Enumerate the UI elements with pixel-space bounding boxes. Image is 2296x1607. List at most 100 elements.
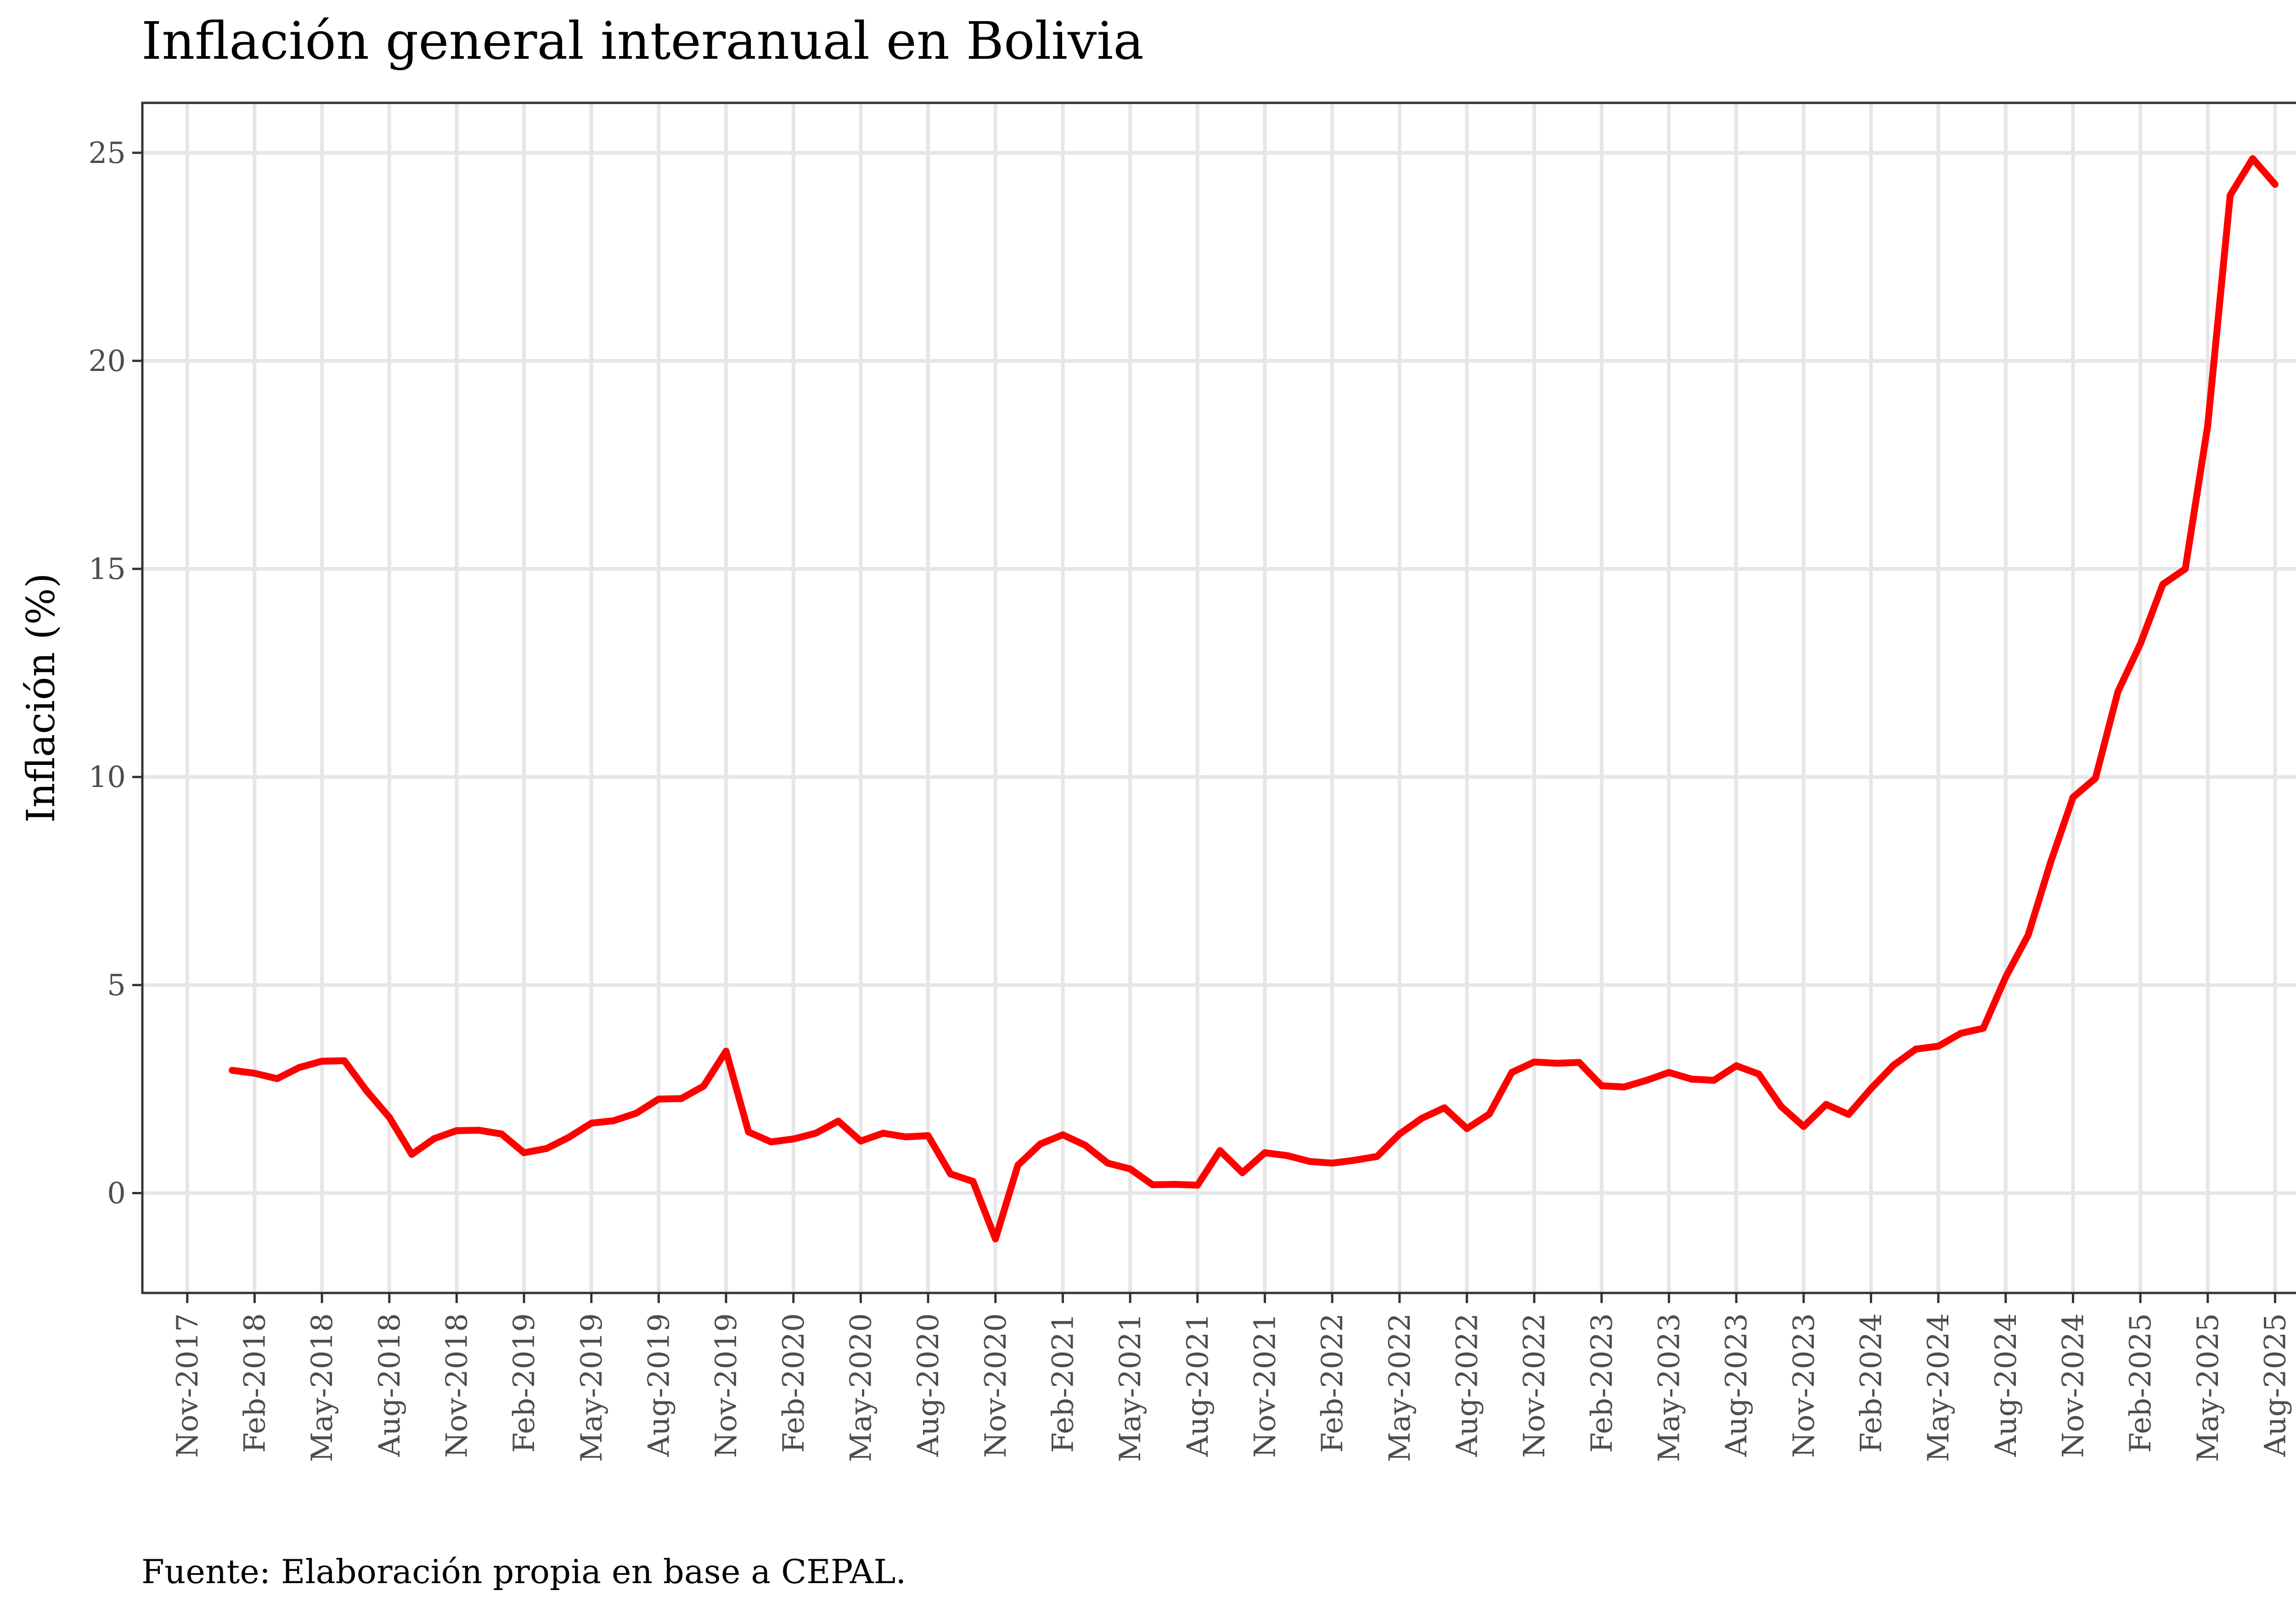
x-tick-label: Aug-2023 bbox=[1720, 1313, 1754, 1457]
data-point bbox=[1328, 1159, 1336, 1167]
data-point bbox=[1643, 1077, 1650, 1084]
data-point bbox=[363, 1087, 371, 1095]
data-point bbox=[229, 1067, 236, 1074]
data-point bbox=[498, 1130, 505, 1138]
data-point bbox=[520, 1149, 528, 1157]
x-tick-label: May-2018 bbox=[305, 1313, 339, 1462]
data-point bbox=[273, 1075, 281, 1082]
x-tick-label: Feb-2019 bbox=[507, 1313, 541, 1453]
data-point bbox=[1486, 1110, 1493, 1118]
data-point bbox=[1710, 1077, 1717, 1084]
x-tick-label: Aug-2024 bbox=[1989, 1313, 2023, 1457]
data-point bbox=[924, 1132, 932, 1139]
data-point bbox=[2002, 973, 2009, 981]
y-axis: 0 5 10 15 20 25 bbox=[89, 136, 142, 1210]
data-point bbox=[1261, 1149, 1268, 1157]
x-tick-label: May-2025 bbox=[2191, 1313, 2225, 1462]
data-point bbox=[386, 1114, 393, 1121]
x-tick-label: Feb-2020 bbox=[777, 1313, 811, 1453]
data-point bbox=[655, 1096, 662, 1103]
source-caption: Fuente: Elaboración propia en base a CEP… bbox=[141, 1552, 906, 1591]
x-tick-label: Feb-2021 bbox=[1046, 1313, 1080, 1453]
data-point bbox=[2271, 181, 2279, 188]
data-point bbox=[1126, 1165, 1134, 1173]
data-point bbox=[431, 1135, 438, 1142]
data-point bbox=[1418, 1114, 1426, 1122]
data-point bbox=[1688, 1075, 1695, 1083]
data-point bbox=[1867, 1085, 1874, 1092]
data-point bbox=[475, 1127, 483, 1134]
data-point bbox=[879, 1129, 887, 1137]
data-point bbox=[543, 1145, 550, 1152]
y-tick-label: 5 bbox=[107, 968, 126, 1002]
x-tick-label: Aug-2022 bbox=[1450, 1313, 1484, 1457]
data-point bbox=[2025, 932, 2032, 939]
x-tick-label: May-2022 bbox=[1383, 1313, 1417, 1462]
data-point bbox=[453, 1127, 460, 1135]
data-point bbox=[2069, 794, 2077, 801]
data-point bbox=[1755, 1070, 1762, 1078]
data-point bbox=[610, 1117, 618, 1124]
data-point bbox=[1800, 1123, 1807, 1130]
y-tick-label: 25 bbox=[89, 136, 126, 170]
chart-title: Inflación general interanual en Bolivia bbox=[141, 11, 1144, 71]
data-point bbox=[1980, 1025, 1987, 1032]
y-tick-label: 15 bbox=[89, 552, 126, 586]
data-point bbox=[1733, 1062, 1740, 1069]
x-tick-label: Aug-2019 bbox=[642, 1313, 676, 1457]
x-tick-label: May-2020 bbox=[844, 1313, 878, 1462]
data-point bbox=[1014, 1162, 1022, 1169]
data-point bbox=[1239, 1169, 1246, 1176]
data-point bbox=[1845, 1111, 1852, 1118]
data-point bbox=[588, 1119, 595, 1127]
data-point bbox=[296, 1064, 303, 1071]
data-point bbox=[2047, 859, 2054, 866]
inflation-series-line bbox=[231, 155, 2278, 1242]
data-point bbox=[745, 1128, 752, 1135]
data-point bbox=[318, 1057, 326, 1065]
x-tick-label: Nov-2017 bbox=[171, 1313, 205, 1458]
data-point bbox=[1171, 1180, 1179, 1188]
data-point bbox=[1306, 1158, 1313, 1165]
data-point bbox=[1059, 1131, 1066, 1139]
data-point bbox=[1778, 1103, 1785, 1110]
x-tick-label: Feb-2023 bbox=[1585, 1313, 1619, 1453]
data-point bbox=[1441, 1104, 1448, 1112]
data-point bbox=[1463, 1125, 1470, 1132]
data-point bbox=[767, 1138, 775, 1146]
data-point bbox=[992, 1235, 999, 1242]
x-tick-label: Feb-2025 bbox=[2124, 1313, 2158, 1453]
data-point bbox=[947, 1170, 954, 1178]
x-axis: Nov-2017 Feb-2018 May-2018 Aug-2018 Nov-2018… bbox=[171, 1293, 2292, 1462]
data-point bbox=[857, 1137, 864, 1145]
data-point bbox=[2227, 191, 2234, 199]
x-tick-label: Nov-2020 bbox=[979, 1313, 1013, 1458]
x-tick-label: Nov-2023 bbox=[1787, 1313, 1821, 1458]
data-point bbox=[1396, 1130, 1403, 1138]
x-tick-label: Aug-2020 bbox=[912, 1313, 945, 1457]
data-point bbox=[1957, 1029, 1964, 1037]
series-layer bbox=[229, 155, 2279, 1242]
y-tick-label: 10 bbox=[89, 760, 126, 794]
data-point bbox=[1351, 1157, 1358, 1164]
data-point bbox=[1508, 1069, 1515, 1076]
data-point bbox=[902, 1133, 909, 1141]
x-tick-label: Aug-2021 bbox=[1181, 1313, 1215, 1457]
x-tick-label: Nov-2018 bbox=[440, 1313, 474, 1458]
data-point bbox=[1665, 1069, 1672, 1076]
x-tick-label: Aug-2025 bbox=[2258, 1313, 2292, 1457]
data-point bbox=[969, 1178, 977, 1185]
data-point bbox=[812, 1129, 820, 1137]
data-point bbox=[1553, 1060, 1560, 1067]
x-tick-label: May-2021 bbox=[1114, 1313, 1148, 1462]
data-point bbox=[2092, 775, 2099, 782]
x-tick-label: Nov-2021 bbox=[1248, 1313, 1282, 1458]
data-point bbox=[2204, 421, 2212, 429]
data-point bbox=[251, 1069, 258, 1077]
data-point bbox=[1531, 1058, 1538, 1066]
data-point bbox=[1373, 1153, 1381, 1160]
data-point bbox=[677, 1095, 685, 1102]
data-point bbox=[700, 1083, 707, 1090]
data-point bbox=[722, 1047, 730, 1055]
x-tick-label: Feb-2018 bbox=[238, 1313, 272, 1453]
